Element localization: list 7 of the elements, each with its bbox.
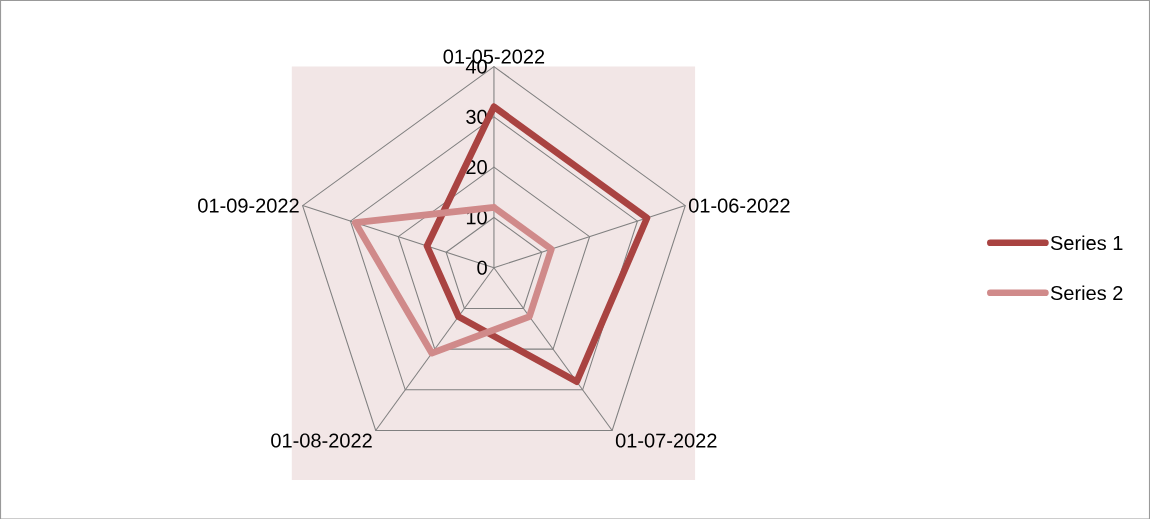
spoke-label: 01-07-2022 bbox=[615, 433, 717, 448]
spoke-label: 01-09-2022 bbox=[198, 198, 299, 213]
y-tick-label: 0 bbox=[477, 260, 487, 275]
spoke-label: 01-08-2022 bbox=[271, 433, 372, 448]
legend-label: Series 2 bbox=[1050, 285, 1123, 300]
spoke-label: 01-06-2022 bbox=[688, 198, 790, 213]
legend-label: Series 1 bbox=[1050, 235, 1123, 250]
